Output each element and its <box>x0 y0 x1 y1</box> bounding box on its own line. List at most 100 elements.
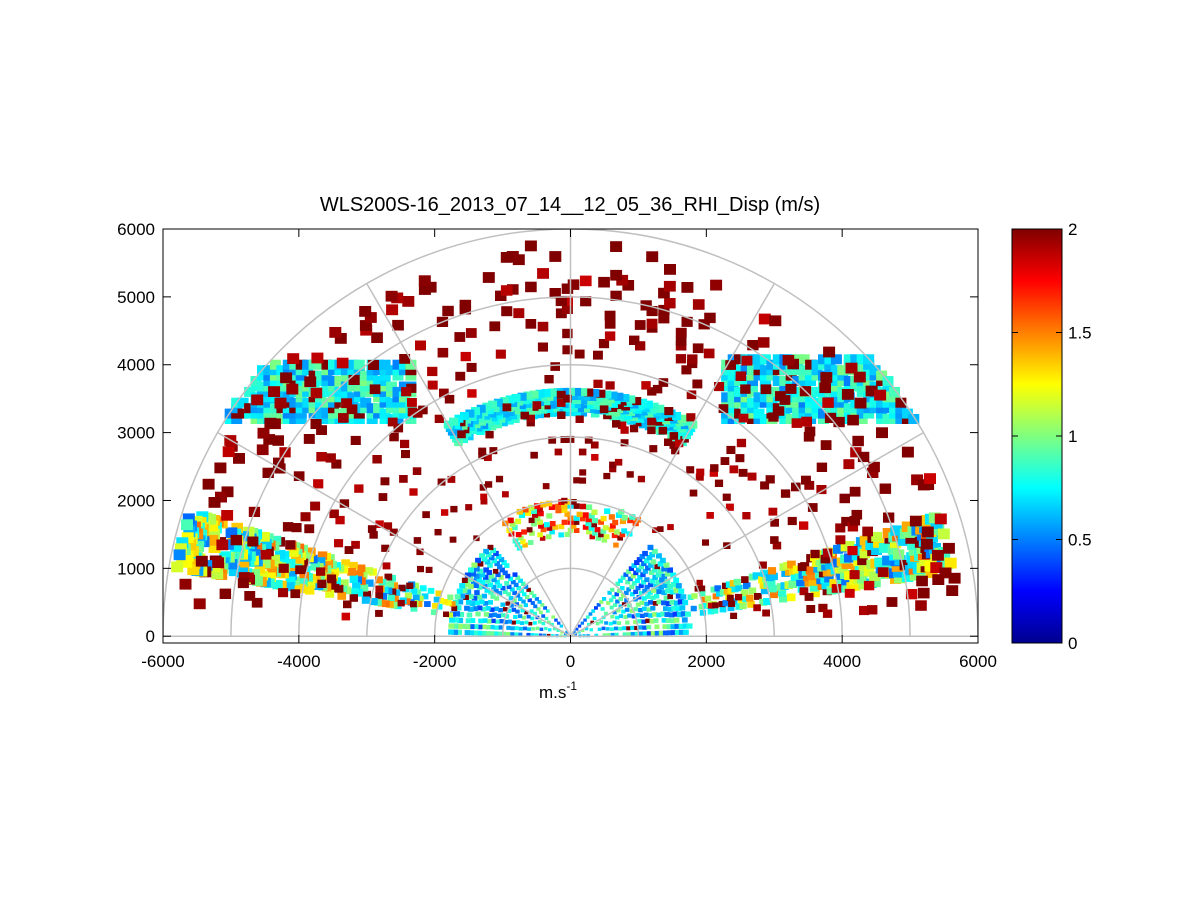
data-cell <box>244 408 256 419</box>
data-cell <box>753 365 765 376</box>
data-cell <box>609 523 616 529</box>
data-cell <box>488 590 494 595</box>
data-cell <box>710 464 719 472</box>
data-cell <box>785 403 797 414</box>
data-cell <box>804 592 814 601</box>
data-cell <box>392 370 404 381</box>
data-cell <box>499 397 509 406</box>
data-cell <box>639 554 646 560</box>
data-cell <box>282 365 294 376</box>
data-cell <box>765 475 775 484</box>
data-cell <box>479 579 486 585</box>
data-cell <box>590 441 599 449</box>
data-cell <box>524 610 529 615</box>
data-cell <box>537 600 542 604</box>
data-cell <box>721 365 733 376</box>
data-cell <box>593 350 603 360</box>
data-cell <box>350 435 361 445</box>
data-cell <box>523 404 533 412</box>
data-cell <box>669 441 678 449</box>
data-cell <box>638 564 644 570</box>
data-cell <box>302 386 314 397</box>
data-cell <box>674 629 681 635</box>
data-cell <box>573 515 580 521</box>
data-cell <box>537 342 548 352</box>
data-cell <box>643 558 650 564</box>
data-cell <box>584 436 593 444</box>
data-cell <box>727 354 739 365</box>
data-cell <box>727 604 735 612</box>
data-cell <box>601 537 608 543</box>
data-cell <box>524 510 531 516</box>
data-cell <box>646 624 652 630</box>
data-cell <box>614 592 619 597</box>
data-cell <box>753 354 765 365</box>
data-cell <box>555 308 567 319</box>
data-cell <box>598 519 604 525</box>
data-cell <box>584 400 594 409</box>
data-cell <box>818 414 829 424</box>
data-cell <box>494 579 500 585</box>
data-cell <box>297 578 308 587</box>
data-cell <box>614 632 619 637</box>
data-cell <box>729 580 737 587</box>
data-cell <box>718 601 726 608</box>
data-cell <box>642 568 649 574</box>
x-axis-label: m.s-1 <box>539 679 577 702</box>
data-cell <box>469 618 476 623</box>
data-cell <box>475 611 481 617</box>
data-cell <box>871 531 883 542</box>
data-cell <box>542 483 550 490</box>
data-cell <box>381 544 390 552</box>
data-cell <box>329 509 339 519</box>
data-cell <box>475 557 481 564</box>
data-cell <box>480 493 488 500</box>
data-cell <box>820 440 832 450</box>
data-cell <box>629 514 636 520</box>
data-cell <box>359 306 372 317</box>
data-cell <box>698 603 705 610</box>
data-cell <box>844 553 855 563</box>
data-cell <box>507 517 514 524</box>
data-cell <box>569 404 578 412</box>
data-cell <box>643 612 649 617</box>
data-cell <box>824 573 834 583</box>
data-cell <box>658 287 670 299</box>
data-cell <box>415 601 423 608</box>
data-cell <box>405 370 417 381</box>
data-cell <box>353 392 365 403</box>
data-cell <box>810 549 820 559</box>
data-cell <box>876 370 888 381</box>
data-cell <box>652 574 658 580</box>
data-cell <box>456 623 463 629</box>
data-cell <box>526 418 535 427</box>
data-cell <box>664 571 671 577</box>
data-cell <box>222 446 235 458</box>
data-cell <box>592 518 598 524</box>
x-tick-label: 2000 <box>687 652 725 671</box>
data-cell <box>289 376 301 386</box>
data-cell <box>515 532 522 538</box>
data-cell <box>263 392 275 403</box>
data-cell <box>740 397 752 408</box>
data-cell <box>661 617 667 623</box>
data-cell <box>850 408 862 419</box>
data-cell <box>193 535 206 547</box>
data-cell <box>478 447 487 455</box>
data-cell <box>547 388 557 397</box>
data-cell <box>334 333 347 344</box>
data-cell <box>506 584 512 590</box>
data-cell <box>295 408 307 419</box>
data-cell <box>434 529 442 536</box>
data-cell <box>607 590 612 595</box>
data-cell <box>287 353 300 364</box>
data-cell <box>735 371 747 381</box>
data-cell <box>366 408 378 419</box>
data-cell <box>422 511 430 519</box>
data-cell <box>416 548 424 556</box>
data-cell <box>515 609 520 614</box>
data-cell <box>263 408 275 419</box>
data-cell <box>465 409 475 418</box>
data-cell <box>612 420 621 428</box>
data-cell <box>610 614 615 619</box>
